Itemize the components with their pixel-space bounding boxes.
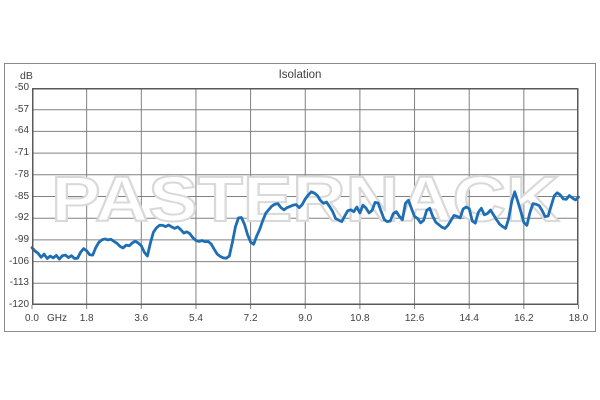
y-tick-label: -78 [14, 168, 29, 180]
y-tick-label: -106 [8, 255, 29, 267]
plot-border [32, 88, 579, 305]
y-tick-label: -99 [14, 233, 29, 245]
x-tick-label: 7.2 [243, 313, 258, 324]
x-tick-label: 14.4 [459, 313, 479, 324]
y-tick-label: -113 [9, 277, 29, 289]
x-tick-label: 12.6 [404, 313, 425, 324]
y-tick-label: -57 [14, 103, 29, 115]
x-axis-ticks [31, 305, 579, 309]
x-axis-unit-label: GHz [47, 313, 67, 324]
y-tick-label: -71 [14, 147, 29, 159]
y-tick-label: -92 [14, 212, 29, 224]
watermark-text: PASTERNACK [51, 163, 559, 235]
x-tick-label: 18.0 [568, 313, 589, 324]
isolation-curve [30, 190, 580, 261]
y-tick-label: -64 [14, 125, 29, 137]
x-tick-label: 5.4 [188, 313, 203, 324]
plot-gridlines [32, 88, 579, 305]
x-tick-label: 0.0 [25, 313, 39, 324]
plot-area: PASTERNACK [30, 88, 580, 309]
plot-svg: PASTERNACK [30, 88, 580, 309]
x-tick-label: 10.8 [350, 313, 370, 324]
x-tick-label: 1.8 [79, 313, 94, 324]
chart-title: Isolation [278, 69, 322, 81]
chart-frame [4, 63, 596, 332]
x-tick-label: 3.6 [134, 313, 149, 324]
y-axis-unit-label: dB [20, 70, 33, 82]
y-tick-label: -85 [14, 190, 29, 202]
y-tick-label: -50 [14, 82, 29, 93]
x-tick-label: 9.0 [298, 313, 313, 324]
x-tick-label: 16.2 [514, 313, 534, 324]
y-tick-label: -120 [8, 299, 29, 310]
